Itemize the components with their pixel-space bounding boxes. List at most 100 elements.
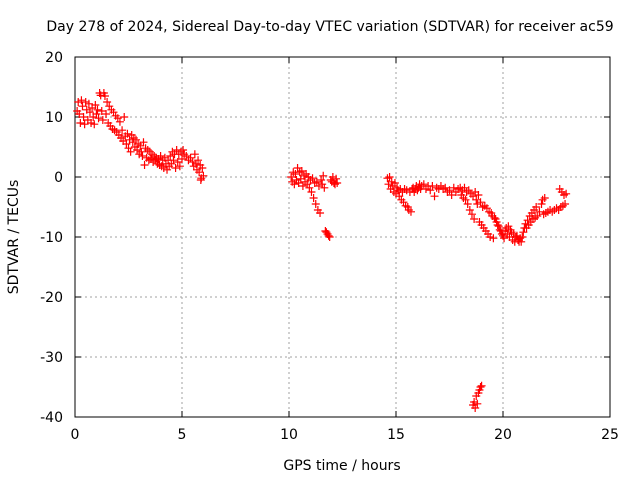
data-point bbox=[493, 221, 502, 229]
data-point bbox=[316, 209, 325, 217]
data-point bbox=[287, 173, 296, 181]
data-point bbox=[317, 176, 326, 184]
data-point bbox=[390, 179, 399, 187]
data-point bbox=[445, 186, 454, 195]
data-point bbox=[441, 183, 450, 192]
data-point bbox=[156, 152, 165, 160]
data-point bbox=[474, 191, 483, 199]
data-point bbox=[333, 179, 342, 187]
data-point bbox=[120, 113, 129, 121]
data-point bbox=[406, 207, 415, 216]
data-point bbox=[123, 129, 132, 138]
data-point bbox=[291, 170, 300, 178]
data-point bbox=[169, 156, 178, 165]
data-point bbox=[518, 233, 527, 241]
data-point bbox=[90, 120, 99, 129]
data-point bbox=[94, 114, 103, 123]
data-point bbox=[473, 399, 482, 408]
data-point bbox=[470, 215, 479, 223]
data-point bbox=[198, 164, 207, 172]
series-segment-1 bbox=[73, 89, 208, 184]
data-point bbox=[77, 96, 86, 105]
data-point bbox=[305, 183, 314, 192]
y-tick-label: 20 bbox=[45, 50, 63, 66]
data-point bbox=[118, 126, 127, 135]
data-point bbox=[428, 182, 437, 190]
axis-ticks bbox=[74, 56, 611, 418]
data-point bbox=[171, 164, 180, 172]
data-point bbox=[126, 147, 135, 156]
data-point bbox=[430, 192, 439, 201]
data-point bbox=[324, 231, 333, 240]
data-points bbox=[73, 89, 571, 412]
data-point bbox=[467, 210, 476, 219]
x-tick-label: 20 bbox=[494, 427, 512, 443]
x-tick-label: 5 bbox=[178, 427, 187, 443]
data-point bbox=[489, 234, 498, 243]
data-point bbox=[78, 102, 87, 111]
chart-title: Day 278 of 2024, Sidereal Day-to-day VTE… bbox=[46, 19, 613, 35]
data-point bbox=[463, 200, 472, 208]
data-point bbox=[312, 177, 321, 186]
data-point bbox=[461, 195, 470, 204]
y-tick-label: -20 bbox=[40, 290, 63, 306]
data-point bbox=[195, 168, 204, 177]
data-point bbox=[385, 173, 394, 181]
data-point bbox=[298, 182, 307, 190]
data-point bbox=[537, 200, 546, 208]
data-point bbox=[465, 206, 474, 214]
y-axis-label: SDTVAR / TECUs bbox=[6, 180, 22, 295]
data-point bbox=[477, 381, 486, 390]
data-point bbox=[332, 174, 341, 183]
data-point bbox=[476, 383, 485, 391]
data-point bbox=[133, 146, 142, 154]
x-tick-label: 15 bbox=[387, 427, 405, 443]
data-point bbox=[196, 176, 205, 184]
data-point bbox=[178, 155, 186, 163]
data-point bbox=[309, 194, 318, 202]
series-segment-3 bbox=[383, 173, 571, 246]
data-point bbox=[519, 228, 528, 237]
data-point bbox=[102, 110, 111, 118]
data-point bbox=[500, 234, 509, 243]
data-point bbox=[307, 188, 316, 196]
data-point bbox=[532, 203, 541, 211]
y-tick-label: 0 bbox=[54, 170, 63, 186]
x-axis-label: GPS time / hours bbox=[283, 458, 400, 474]
data-point bbox=[98, 116, 107, 124]
data-point bbox=[540, 194, 549, 202]
data-point bbox=[562, 189, 571, 198]
x-tick-label: 25 bbox=[601, 427, 619, 443]
data-point bbox=[166, 152, 175, 160]
data-point bbox=[311, 200, 320, 208]
data-point bbox=[92, 110, 101, 118]
y-tick-label: -40 bbox=[40, 410, 63, 426]
data-point bbox=[471, 404, 480, 412]
data-point bbox=[297, 167, 306, 175]
data-point bbox=[76, 119, 85, 127]
data-point bbox=[91, 101, 100, 109]
data-point bbox=[290, 180, 299, 189]
series-segment-4 bbox=[469, 381, 486, 412]
y-tick-label: -30 bbox=[40, 350, 63, 366]
data-point bbox=[84, 99, 93, 108]
y-tick-label: -10 bbox=[40, 230, 63, 246]
data-point bbox=[472, 195, 481, 204]
data-point bbox=[476, 198, 485, 207]
data-point bbox=[122, 140, 131, 148]
data-point bbox=[93, 105, 102, 114]
axis-tick-labels: 0 5 10 15 20 25 -40 -30 -20 -10 0 10 20 bbox=[40, 50, 619, 443]
data-point bbox=[194, 156, 203, 165]
data-point bbox=[460, 183, 469, 192]
data-point bbox=[320, 183, 329, 192]
data-point bbox=[103, 98, 112, 106]
data-point bbox=[426, 186, 435, 195]
data-point bbox=[137, 147, 146, 156]
data-point bbox=[79, 113, 88, 121]
data-point bbox=[533, 212, 542, 220]
data-point bbox=[294, 179, 303, 187]
data-point bbox=[179, 146, 188, 154]
data-point bbox=[138, 152, 147, 160]
data-point bbox=[325, 233, 334, 241]
